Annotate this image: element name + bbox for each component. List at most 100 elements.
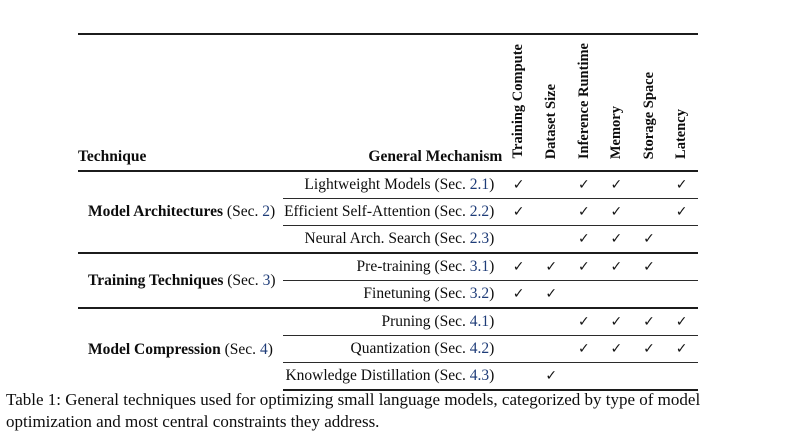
mechanism-label: Efficient Self-Attention (Sec.: [284, 203, 470, 220]
section-label-close: ): [267, 340, 273, 358]
check-cell: [534, 198, 568, 226]
check-cell: [568, 281, 601, 309]
check-cell: ✓: [600, 252, 633, 281]
section-link[interactable]: 2: [262, 203, 270, 220]
check-cell: [632, 198, 666, 226]
section-label-close: ): [489, 258, 495, 275]
check-cell: [535, 226, 568, 254]
check-cell: ✓: [567, 198, 601, 226]
section-link[interactable]: 4.1: [469, 313, 490, 330]
table-row: Quantization (Sec. 4.2) ✓ ✓ ✓ ✓: [78, 335, 698, 363]
check-cell: ✓: [567, 335, 601, 363]
check-cell: [665, 252, 698, 281]
mechanism-cell: Lightweight Models (Sec. 2.1): [283, 171, 503, 199]
mechanism-label: Knowledge Distillation (Sec.: [285, 367, 470, 384]
mechanism-label: Lightweight Models (Sec.: [304, 176, 470, 193]
section-label: (Sec.: [223, 203, 263, 220]
check-cell: ✓: [632, 335, 666, 363]
check-cell: ✓: [502, 252, 535, 281]
rotated-header-label: Dataset Size: [542, 83, 559, 159]
technique-group-model-architectures: Model Architectures (Sec. 2): [78, 171, 283, 253]
check-cell: ✓: [665, 198, 698, 226]
table-container: Technique General Mechanism Training Com…: [78, 33, 698, 391]
check-cell: ✓: [600, 335, 633, 363]
section-link[interactable]: 3.1: [469, 258, 490, 275]
section-link[interactable]: 3: [262, 271, 271, 289]
section-link[interactable]: 4: [259, 340, 268, 358]
check-cell: ✓: [534, 362, 568, 391]
section-label-close: ): [489, 285, 495, 302]
table-row: Training Techniques (Sec. 3) Pre-trainin…: [78, 252, 698, 308]
section-label: (Sec.: [223, 271, 263, 289]
check-cell: [534, 335, 568, 363]
section-link[interactable]: 4.2: [469, 340, 490, 357]
check-cell: ✓: [534, 252, 568, 281]
check-cell: ✓: [632, 307, 666, 336]
check-cell: ✓: [600, 198, 633, 226]
header-row: Technique General Mechanism Training Com…: [78, 34, 698, 172]
col-header-dataset-size: Dataset Size: [534, 34, 568, 172]
check-cell: [600, 362, 633, 391]
col-header-memory: Memory: [600, 34, 633, 172]
mechanism-label: Neural Arch. Search (Sec.: [304, 230, 470, 247]
check-cell: ✓: [567, 171, 601, 199]
check-cell: [665, 281, 698, 309]
table-row: Model Architectures (Sec. 2) Lightweight…: [78, 171, 698, 220]
check-cell: ✓: [600, 307, 633, 336]
check-cell: [567, 362, 601, 391]
mechanism-cell: Efficient Self-Attention (Sec. 2.2): [283, 198, 503, 226]
check-cell: ✓: [567, 252, 601, 281]
section-link[interactable]: 3.2: [469, 285, 490, 302]
table-row: Knowledge Distillation (Sec. 4.3) ✓: [78, 362, 698, 391]
col-header-inference-runtime: Inference Runtime: [567, 34, 601, 172]
check-cell: ✓: [610, 231, 623, 247]
check-cell: ✓: [632, 252, 666, 281]
mechanism-label: Finetuning (Sec.: [363, 285, 470, 302]
check-cell: ✓: [665, 171, 698, 199]
table-caption: Table 1: General techniques used for opt…: [6, 390, 701, 432]
check-cell: ✓: [643, 231, 655, 247]
check-cell: ✓: [577, 231, 590, 247]
check-cell: ✓: [567, 307, 601, 336]
section-label-close: ): [489, 176, 495, 193]
section-link[interactable]: 4.3: [469, 367, 490, 384]
section-label: (Sec.: [220, 340, 260, 358]
check-cell: ✓: [665, 335, 698, 363]
check-cell: ✓: [502, 198, 535, 226]
check-cell: [633, 281, 666, 309]
table-row: Finetuning (Sec. 3.2) ✓ ✓: [78, 281, 698, 309]
mechanism-cell: Finetuning (Sec. 3.2): [283, 281, 502, 309]
section-label-close: ): [270, 271, 276, 289]
check-cell: ✓: [600, 171, 633, 199]
col-header-mechanism: General Mechanism: [283, 34, 503, 172]
technique-group-model-compression: Model Compression (Sec. 4): [78, 307, 284, 390]
technique-name: Model Compression: [88, 340, 221, 358]
section-link[interactable]: 2.1: [469, 176, 490, 193]
check-cell: [502, 362, 535, 391]
rotated-header-label: Inference Runtime: [575, 42, 592, 159]
section-label-close: ): [489, 340, 495, 357]
mechanism-cell: Neural Arch. Search (Sec. 2.3): [283, 226, 502, 254]
check-cell: ✓: [665, 307, 698, 336]
mechanism-label: Pre-training (Sec.: [356, 258, 470, 275]
mechanism-cell: Pre-training (Sec. 3.1): [283, 252, 503, 281]
section-link[interactable]: 2.2: [469, 203, 490, 220]
check-cell: [534, 171, 568, 199]
rotated-header-label: Storage Space: [640, 71, 657, 159]
check-cell: [632, 362, 666, 391]
section-label-close: ): [489, 203, 495, 220]
check-cell: [665, 226, 698, 254]
check-cell: [502, 226, 535, 254]
check-cell: [600, 281, 633, 309]
table-row: Neural Arch. Search (Sec. 2.3) ✓ ✓ ✓: [78, 226, 698, 254]
check-cell: [665, 362, 698, 391]
check-cell: [502, 307, 535, 336]
technique-name: Training Techniques: [88, 271, 224, 289]
section-link[interactable]: 2.3: [469, 230, 490, 247]
section-label-close: ): [489, 313, 495, 330]
technique-name: Model Architectures: [88, 203, 224, 220]
check-cell: ✓: [545, 286, 558, 302]
mechanism-cell: Pruning (Sec. 4.1): [283, 307, 503, 336]
rotated-header-label: Latency: [673, 109, 690, 159]
